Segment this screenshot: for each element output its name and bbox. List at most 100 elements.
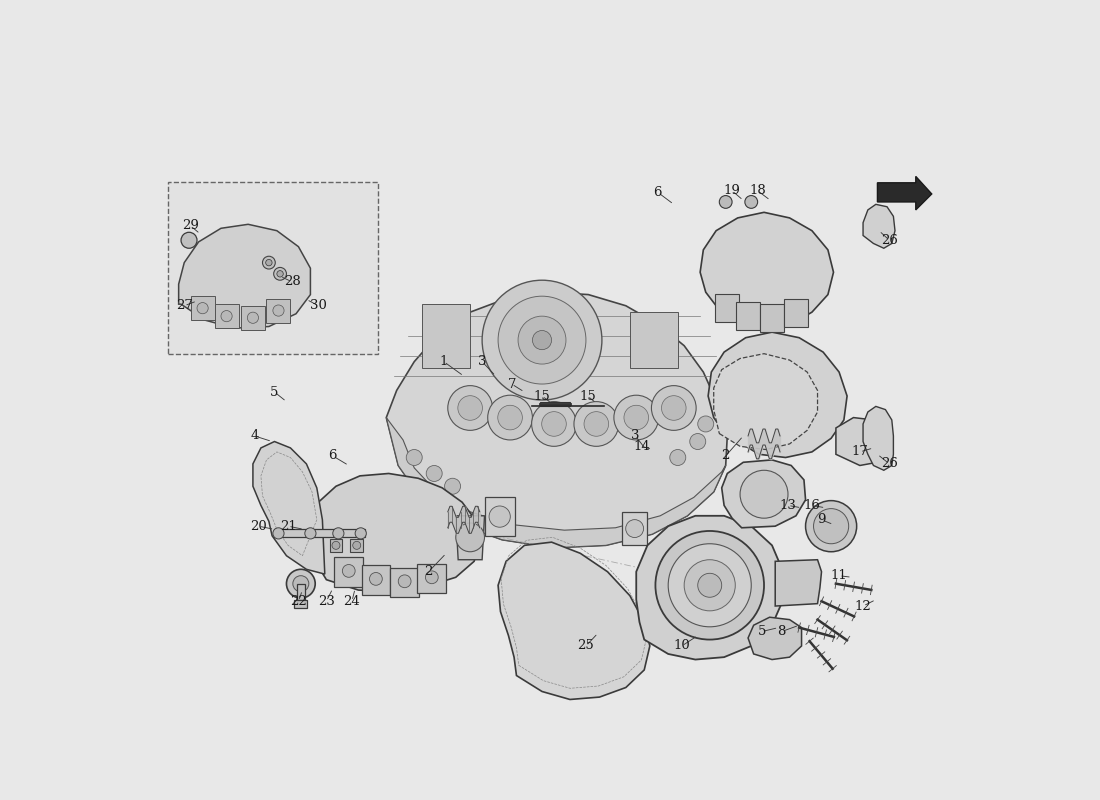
Text: 14: 14	[634, 440, 650, 453]
Circle shape	[656, 531, 764, 639]
Polygon shape	[736, 302, 760, 330]
Polygon shape	[275, 530, 365, 538]
Circle shape	[805, 501, 857, 552]
Text: 17: 17	[851, 446, 868, 458]
Text: 4: 4	[251, 430, 258, 442]
Polygon shape	[498, 542, 650, 699]
Text: 30: 30	[310, 299, 327, 312]
Polygon shape	[297, 584, 305, 600]
Polygon shape	[864, 204, 895, 248]
Circle shape	[651, 386, 696, 430]
Polygon shape	[776, 560, 822, 606]
Polygon shape	[630, 312, 678, 368]
Circle shape	[498, 406, 522, 430]
Text: 18: 18	[749, 184, 766, 198]
Polygon shape	[178, 224, 310, 328]
Circle shape	[274, 267, 286, 280]
Circle shape	[263, 256, 275, 269]
Text: 15: 15	[534, 390, 550, 402]
Polygon shape	[715, 294, 739, 322]
Circle shape	[697, 416, 714, 432]
Circle shape	[697, 574, 722, 598]
Circle shape	[498, 296, 586, 384]
Polygon shape	[708, 332, 847, 458]
Polygon shape	[864, 406, 893, 470]
Polygon shape	[253, 442, 324, 574]
Text: 10: 10	[673, 639, 690, 653]
Circle shape	[197, 302, 208, 314]
Circle shape	[448, 386, 493, 430]
Text: 6: 6	[329, 450, 337, 462]
Text: 25: 25	[578, 639, 594, 653]
Circle shape	[426, 571, 438, 584]
Polygon shape	[190, 296, 214, 320]
Polygon shape	[484, 498, 515, 536]
Polygon shape	[784, 298, 808, 326]
Circle shape	[342, 565, 355, 578]
Text: 2: 2	[722, 450, 730, 462]
Text: 3: 3	[477, 355, 486, 368]
Text: 26: 26	[881, 458, 898, 470]
Circle shape	[574, 402, 618, 446]
Circle shape	[814, 509, 849, 544]
Circle shape	[182, 232, 197, 248]
Circle shape	[719, 195, 733, 208]
Circle shape	[584, 412, 608, 436]
Polygon shape	[700, 212, 834, 326]
Polygon shape	[295, 600, 307, 608]
Circle shape	[670, 450, 685, 466]
Circle shape	[221, 310, 232, 322]
Circle shape	[273, 305, 284, 316]
Polygon shape	[714, 354, 817, 450]
Polygon shape	[636, 516, 783, 659]
Circle shape	[487, 395, 532, 440]
Circle shape	[444, 478, 461, 494]
Circle shape	[248, 312, 258, 323]
Text: 28: 28	[284, 275, 300, 288]
Circle shape	[370, 573, 383, 586]
Text: 5: 5	[758, 625, 766, 638]
Circle shape	[624, 406, 649, 430]
Circle shape	[458, 396, 483, 420]
Polygon shape	[748, 618, 802, 659]
Circle shape	[690, 434, 706, 450]
Circle shape	[532, 330, 551, 350]
Text: 7: 7	[507, 378, 516, 390]
Text: 23: 23	[318, 594, 334, 608]
Text: 9: 9	[817, 514, 826, 526]
Circle shape	[273, 528, 284, 539]
Circle shape	[626, 520, 644, 538]
Circle shape	[333, 528, 344, 539]
Polygon shape	[334, 558, 363, 587]
Text: 2: 2	[425, 566, 432, 578]
Bar	[168, 182, 377, 354]
Polygon shape	[722, 460, 805, 528]
Polygon shape	[878, 176, 932, 210]
Circle shape	[745, 195, 758, 208]
Circle shape	[353, 542, 361, 550]
Polygon shape	[386, 292, 727, 548]
Text: 15: 15	[580, 390, 596, 402]
Circle shape	[740, 470, 788, 518]
Circle shape	[332, 542, 340, 550]
Polygon shape	[362, 566, 390, 595]
Text: 26: 26	[881, 234, 898, 246]
Circle shape	[482, 280, 602, 400]
Text: 29: 29	[183, 219, 199, 233]
Circle shape	[668, 544, 751, 627]
Polygon shape	[309, 474, 480, 592]
Circle shape	[293, 576, 309, 592]
Polygon shape	[836, 418, 887, 466]
Text: 24: 24	[343, 594, 361, 608]
Polygon shape	[390, 568, 419, 598]
Text: 21: 21	[279, 520, 296, 533]
Text: 8: 8	[778, 625, 785, 638]
Text: 6: 6	[653, 186, 662, 199]
Circle shape	[286, 570, 316, 598]
Circle shape	[490, 506, 510, 527]
Circle shape	[398, 575, 411, 588]
Polygon shape	[386, 418, 726, 548]
Text: 16: 16	[803, 499, 821, 512]
Text: 27: 27	[176, 299, 192, 312]
Circle shape	[305, 528, 316, 539]
